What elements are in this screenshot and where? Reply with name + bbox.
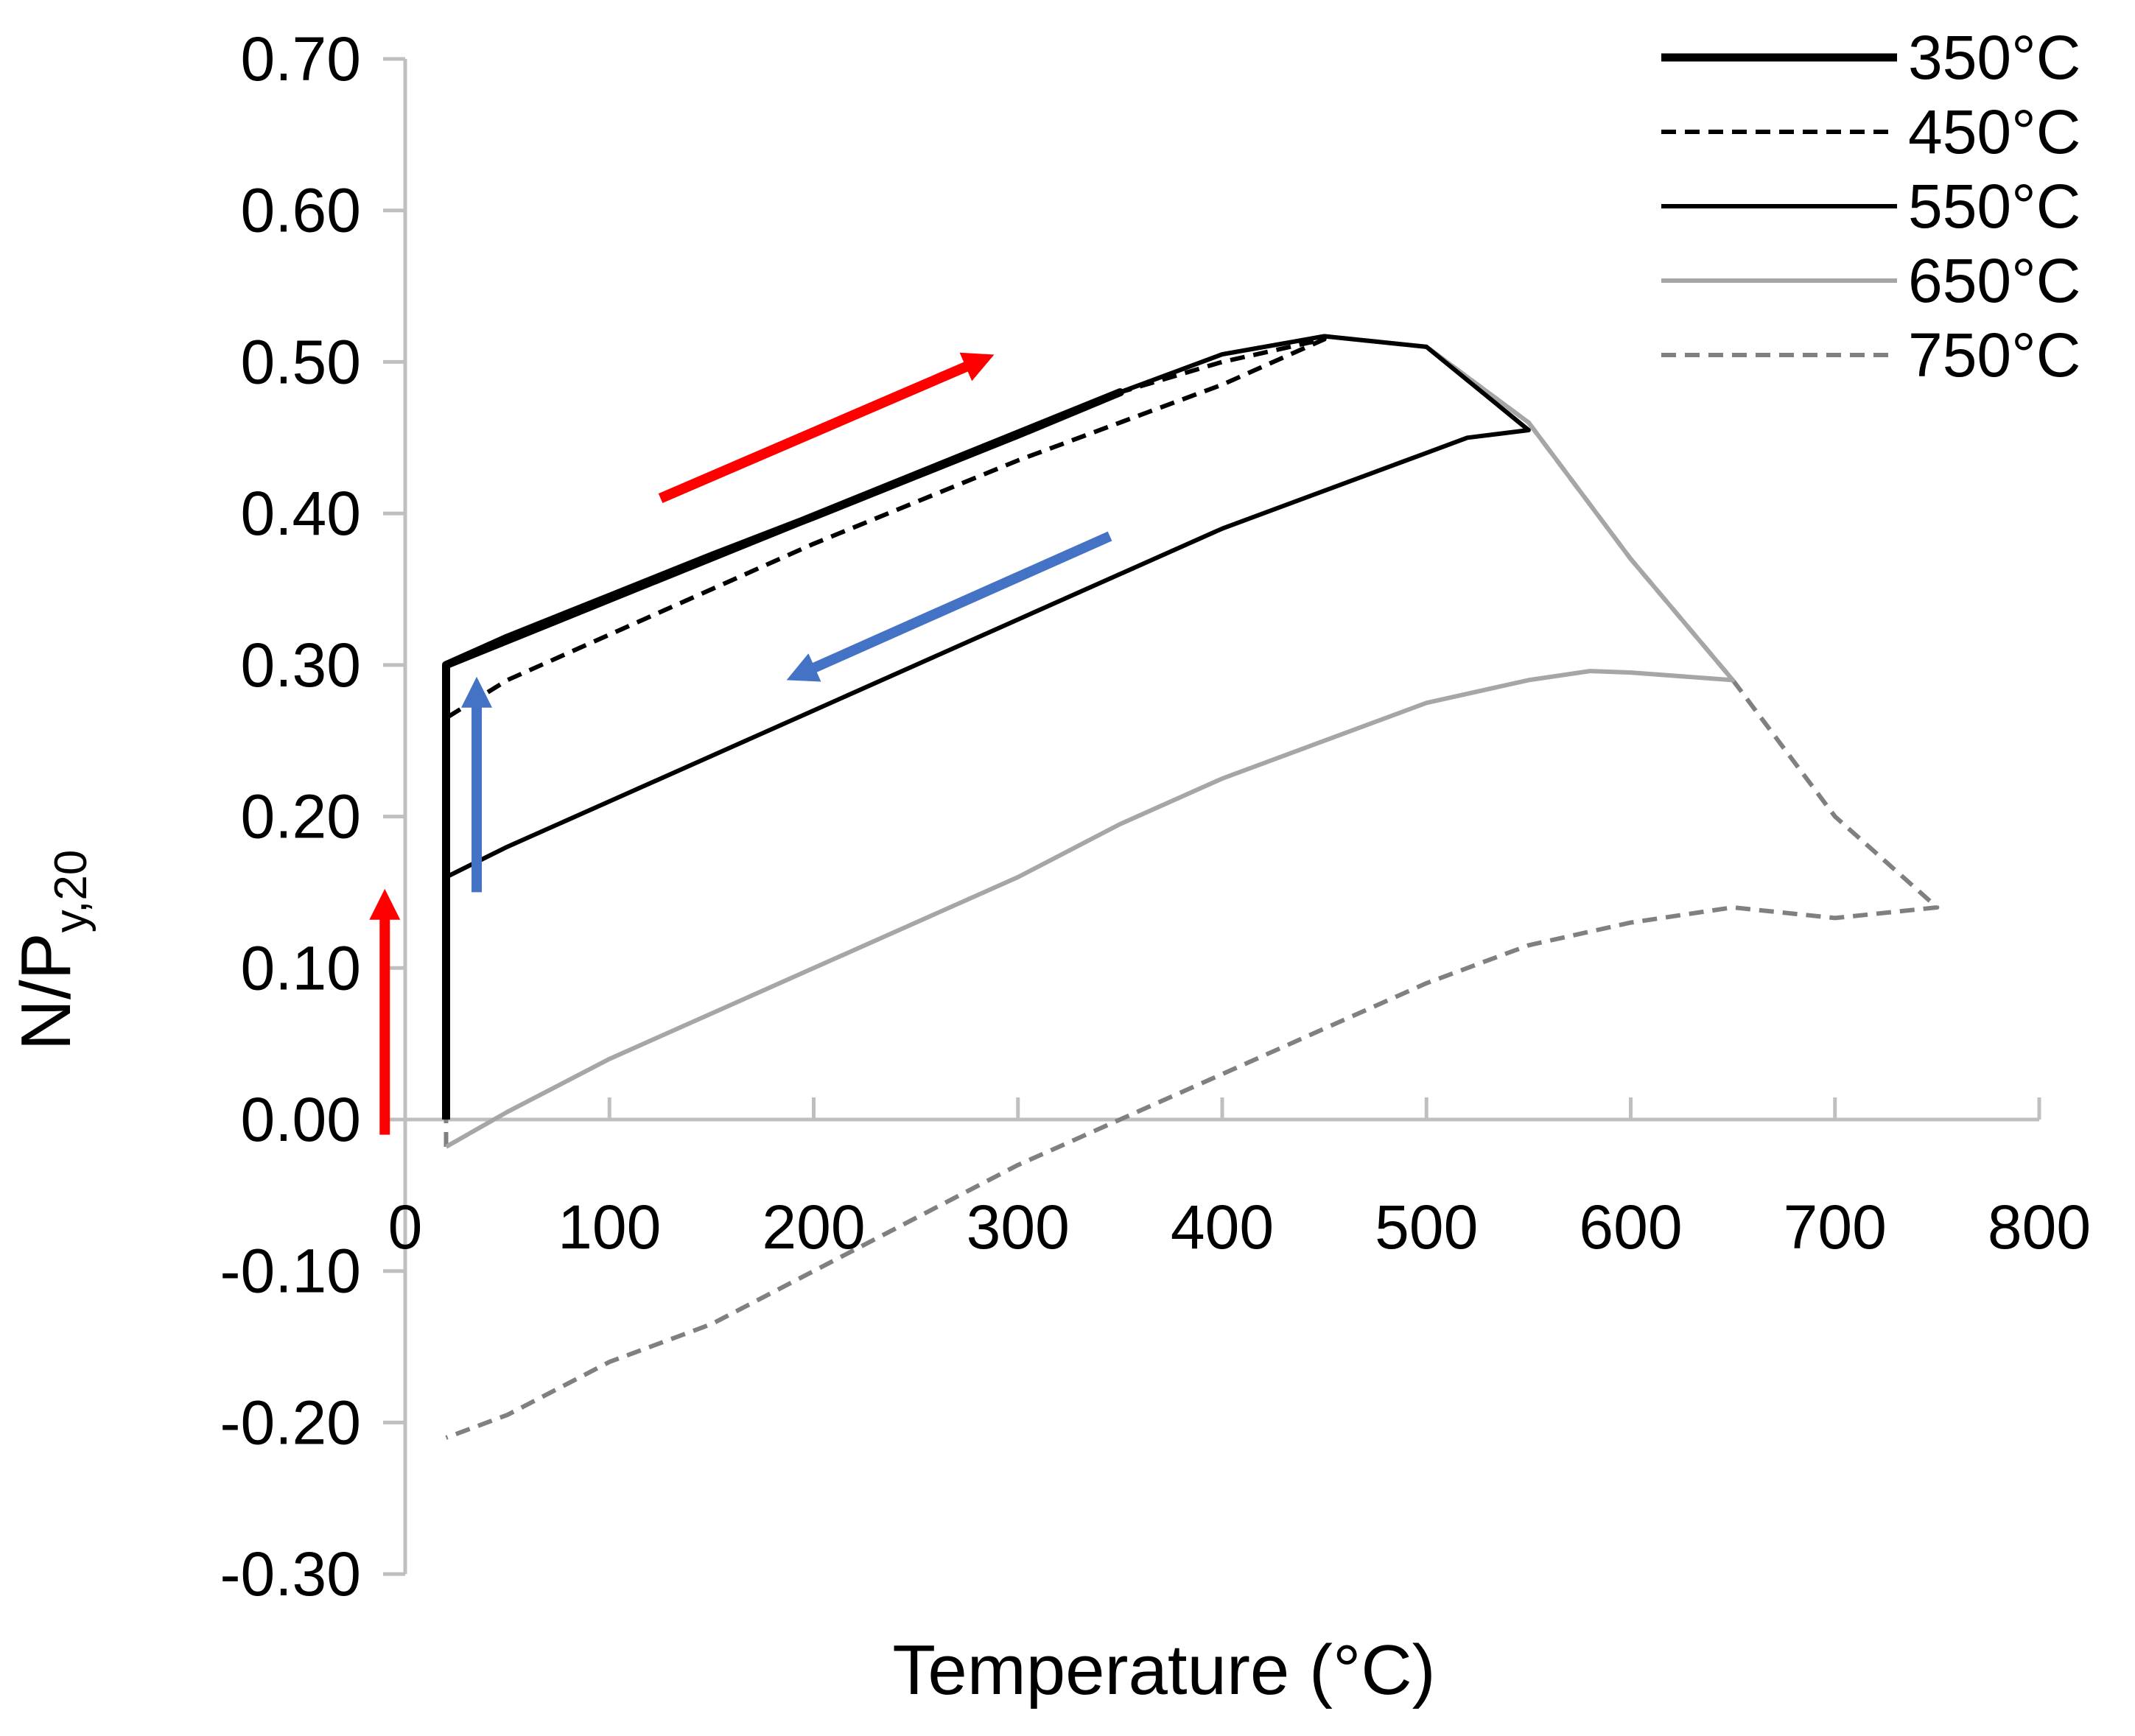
x-axis-ticks: 0 100 200 300 400 500 600 700 800 [388, 1097, 2091, 1262]
legend-label: 550°C [1908, 172, 2080, 241]
legend-label: 750°C [1908, 320, 2080, 390]
y-tick-label: -0.30 [220, 1539, 361, 1609]
series-line-750c [444, 334, 1940, 1440]
x-tick-label: 100 [558, 1192, 661, 1262]
y-tick-label: 0.00 [241, 1085, 362, 1154]
legend-label: 450°C [1908, 97, 2080, 166]
series-lines [442, 334, 1940, 1440]
series-line-350c [442, 388, 1124, 1120]
y-axis-title-subscript: y,20 [46, 850, 97, 933]
series-line-650c [444, 334, 1736, 1149]
y-tick-label: -0.20 [220, 1388, 361, 1457]
y-axis-title: N/P [7, 932, 85, 1050]
y-tick-label: 0.70 [241, 24, 362, 94]
y-tick-label: 0.10 [241, 933, 362, 1002]
x-tick-label: 300 [967, 1192, 1070, 1262]
legend-label: 350°C [1908, 23, 2080, 92]
x-tick-label: 400 [1171, 1192, 1274, 1262]
x-tick-label: 0 [388, 1192, 423, 1262]
y-tick-label: 0.40 [241, 479, 362, 548]
direction-arrow [658, 352, 995, 504]
y-tick-label: 0.60 [241, 176, 362, 245]
direction-arrow [786, 531, 1112, 682]
x-tick-label: 700 [1784, 1192, 1887, 1262]
series-line-450c [444, 337, 1327, 1120]
series-line-550c [444, 334, 1531, 1120]
y-axis-ticks: -0.30 -0.20 -0.10 0.00 0.10 0.20 0.30 0.40 0.50 0… [220, 24, 405, 1609]
y-tick-label: 0.30 [241, 630, 362, 700]
y-tick-label: -0.10 [220, 1237, 361, 1306]
x-tick-label: 800 [1988, 1192, 2091, 1262]
x-tick-label: 200 [762, 1192, 865, 1262]
direction-arrows [369, 352, 1112, 1135]
x-tick-label: 600 [1579, 1192, 1682, 1262]
y-tick-label: 0.50 [241, 327, 362, 396]
svg-text:N/Py,20: N/Py,20 [7, 850, 97, 1051]
x-axis-title: Temperature (°C) [892, 1631, 1435, 1709]
x-tick-label: 500 [1375, 1192, 1478, 1262]
y-tick-label: 0.20 [241, 782, 362, 851]
legend-label: 650°C [1908, 246, 2080, 315]
y-axis-title-group: N/Py,20 [7, 850, 97, 1051]
